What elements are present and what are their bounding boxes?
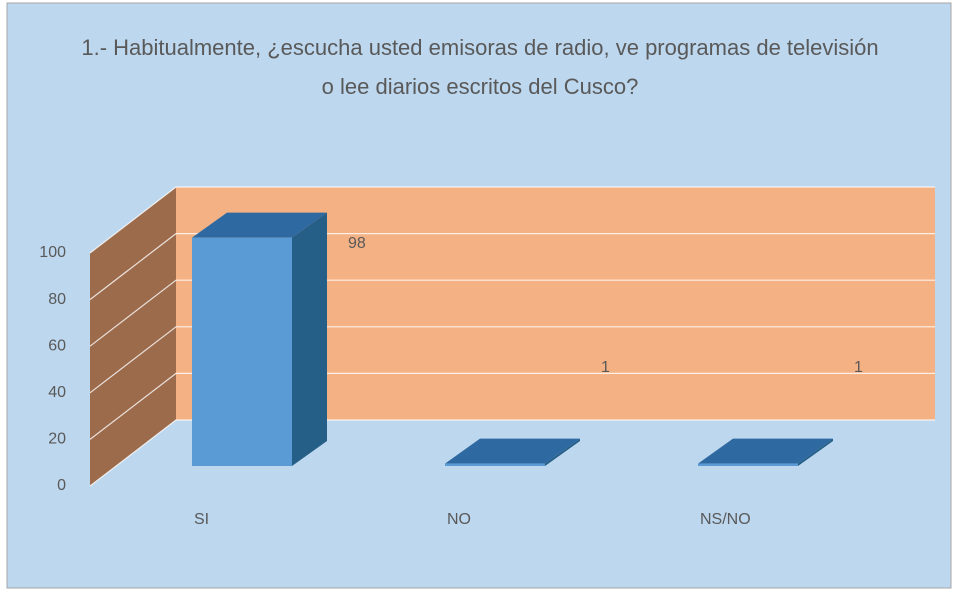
chart-title: 1.- Habitualmente, ¿escucha usted emisor… <box>81 35 879 99</box>
bar-top <box>445 438 580 464</box>
x-tick-label: NO <box>447 511 471 528</box>
y-tick-label: 0 <box>57 477 66 494</box>
y-tick-label: 60 <box>48 337 66 354</box>
data-label: 98 <box>348 235 366 252</box>
bar <box>192 212 327 466</box>
bar-top <box>192 212 327 238</box>
x-tick-label: SI <box>194 511 209 528</box>
bar-front <box>192 237 292 466</box>
y-tick-label: 20 <box>48 431 66 448</box>
grid-line <box>89 419 935 487</box>
bar <box>698 438 833 466</box>
grid-line <box>89 372 935 440</box>
bar-front <box>445 463 545 466</box>
back-wall <box>176 187 935 420</box>
grid-line <box>89 233 935 301</box>
bar-top <box>698 438 833 464</box>
bar-front <box>698 463 798 466</box>
bar-side <box>292 212 327 466</box>
y-tick-label: 100 <box>39 244 66 261</box>
y-tick-label: 40 <box>48 384 66 401</box>
grid-line <box>89 279 935 347</box>
data-label: 1 <box>854 359 863 376</box>
x-tick-label: NS/NO <box>700 511 751 528</box>
y-tick-label: 80 <box>48 291 66 308</box>
grid-line <box>89 326 935 394</box>
grid-line <box>89 186 935 254</box>
side-wall <box>90 187 176 486</box>
bar <box>445 438 580 466</box>
bar-side <box>798 438 833 466</box>
data-label: 1 <box>601 359 610 376</box>
bar-side <box>545 438 580 466</box>
